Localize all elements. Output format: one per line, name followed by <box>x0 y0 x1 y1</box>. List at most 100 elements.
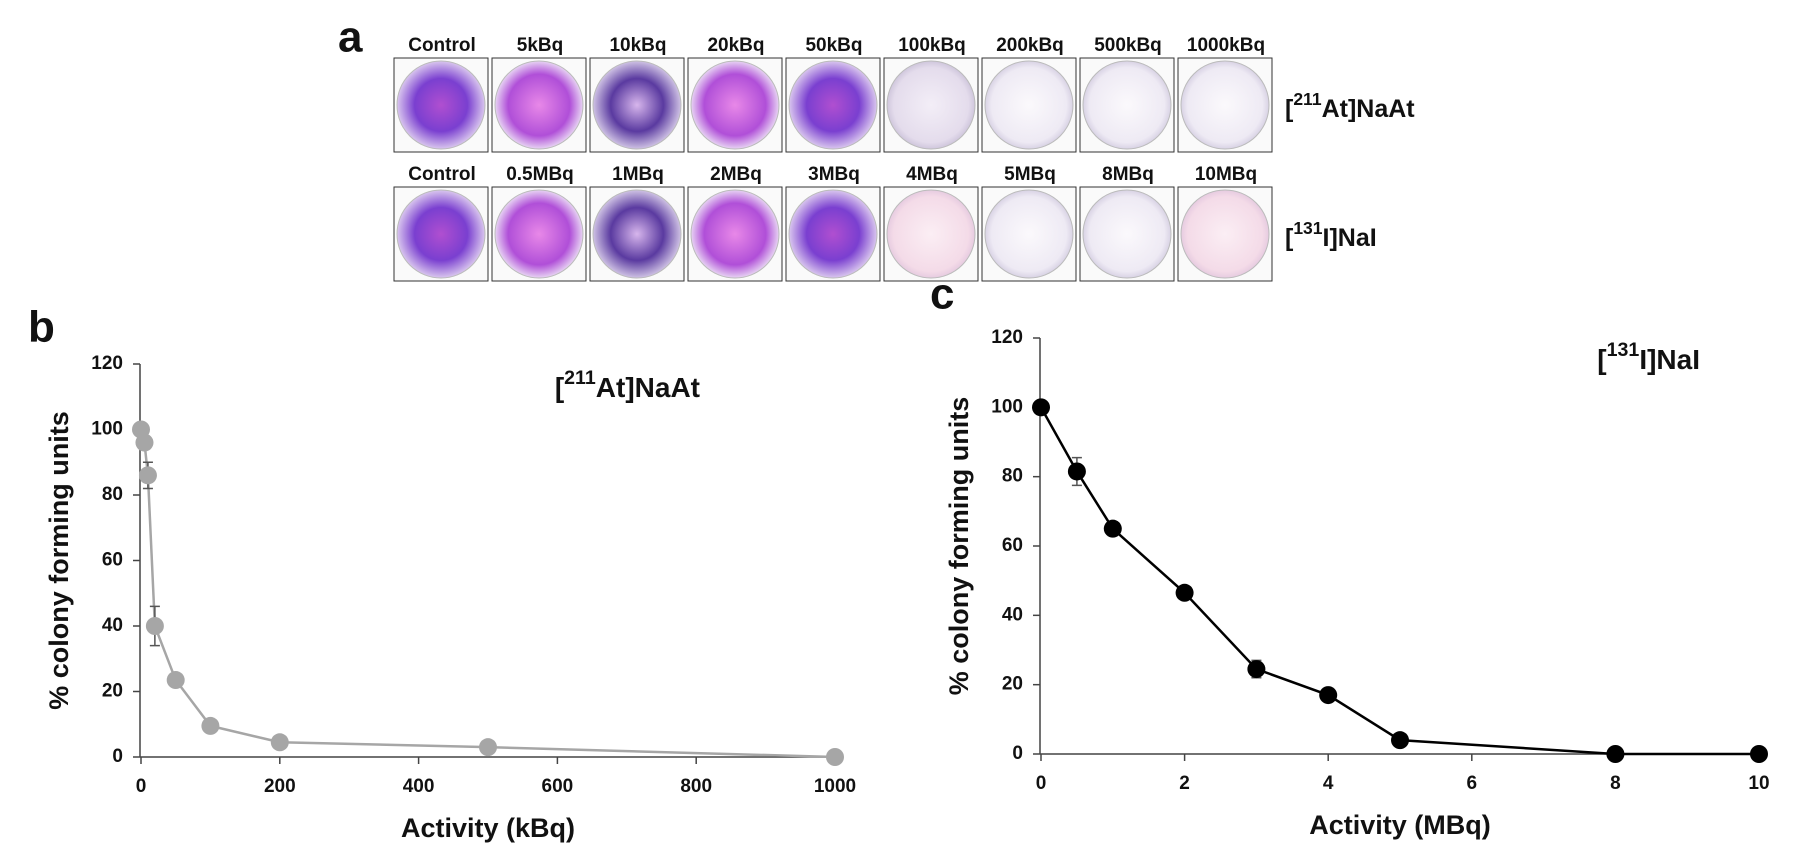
title-part: 211 <box>1293 89 1321 109</box>
data-point <box>1750 745 1768 763</box>
y-tick-label: 60 <box>1002 535 1023 556</box>
plate <box>592 189 682 279</box>
title-part: [ <box>1285 95 1294 123</box>
x-tick-label: 2 <box>1179 773 1190 794</box>
x-tick-label: 600 <box>542 776 574 797</box>
plate <box>788 60 878 150</box>
panel-label: c <box>930 270 954 319</box>
x-tick-label: 0 <box>136 776 147 797</box>
plate-label: 8MBq <box>1102 164 1154 185</box>
plate-label: 100kBq <box>898 35 966 56</box>
plate <box>494 189 584 279</box>
plate-label: 20kBq <box>707 35 764 56</box>
plate-label: 5MBq <box>1004 164 1056 185</box>
row-label: [211At]NaAt <box>1285 89 1415 123</box>
x-tick-label: 800 <box>680 776 712 797</box>
x-tick-label: 0 <box>1036 773 1047 794</box>
y-tick-label: 100 <box>991 396 1023 417</box>
x-tick-label: 200 <box>264 776 296 797</box>
x-tick-label: 6 <box>1467 773 1478 794</box>
data-point <box>479 738 497 757</box>
data-point <box>1247 660 1266 679</box>
y-tick-label: 100 <box>91 419 123 440</box>
data-point <box>1032 398 1050 417</box>
series-line <box>1039 406 1759 756</box>
plate <box>984 189 1074 279</box>
plate-label: 2MBq <box>710 164 762 185</box>
x-tick-label: 400 <box>403 776 435 797</box>
plate-label: 10MBq <box>1195 164 1257 185</box>
plate-label: 4MBq <box>906 164 958 185</box>
data-point <box>201 716 220 735</box>
title-part: 211 <box>564 367 596 389</box>
row-label: [131I]NaI <box>1285 218 1377 252</box>
plate-label: 10kBq <box>609 35 666 56</box>
title-part: [ <box>555 372 564 403</box>
plate <box>1082 189 1172 279</box>
plate <box>396 60 486 150</box>
title-part: 131 <box>1293 218 1322 238</box>
data-point <box>138 466 157 485</box>
plate-label: 0.5MBq <box>506 164 574 185</box>
plate-label: Control <box>408 35 476 56</box>
data-point <box>135 433 154 452</box>
x-tick-label: 1000 <box>814 776 856 797</box>
data-point <box>1175 583 1194 602</box>
y-tick-label: 80 <box>102 484 123 505</box>
panel-label: a <box>338 13 363 62</box>
y-tick-label: 0 <box>1012 743 1023 764</box>
plate-label: Control <box>408 164 476 185</box>
data-point <box>1319 686 1338 705</box>
plate-label: 50kBq <box>805 35 862 56</box>
title-part: [ <box>1597 344 1606 375</box>
x-tick-label: 8 <box>1610 773 1621 794</box>
y-tick-label: 20 <box>1002 674 1023 695</box>
data-point <box>1067 462 1086 481</box>
data-point <box>1103 519 1122 538</box>
title-part: I]NaI <box>1323 224 1377 252</box>
y-axis-label: % colony forming units <box>944 397 974 696</box>
plate <box>396 189 486 279</box>
y-tick-label: 40 <box>1002 604 1023 625</box>
data-point <box>270 733 289 752</box>
x-tick-label: 10 <box>1748 773 1769 794</box>
plate-label: 5kBq <box>517 35 563 56</box>
plate-label: 3MBq <box>808 164 860 185</box>
data-point <box>1391 731 1409 750</box>
x-tick-label: 4 <box>1323 773 1334 794</box>
y-tick-label: 80 <box>1002 466 1023 487</box>
plate-label: 1000kBq <box>1187 35 1265 56</box>
plate <box>886 60 976 150</box>
plate <box>1180 60 1270 150</box>
plate-label: 1MBq <box>612 164 664 185</box>
plate-label: 200kBq <box>996 35 1064 56</box>
series-line <box>139 429 836 759</box>
plate <box>1082 60 1172 150</box>
data-point <box>826 748 844 766</box>
plate <box>690 189 780 279</box>
y-tick-label: 120 <box>991 327 1023 348</box>
data-point <box>145 617 164 635</box>
plate <box>1180 189 1270 279</box>
panel-label: b <box>28 303 55 352</box>
plate <box>494 60 584 150</box>
title-part: At]NaAt <box>596 372 700 403</box>
y-tick-label: 40 <box>102 615 123 636</box>
title-part: [ <box>1285 224 1294 252</box>
x-axis-label: Activity (MBq) <box>1309 810 1491 840</box>
plate <box>984 60 1074 150</box>
plate <box>592 60 682 150</box>
y-tick-label: 0 <box>112 746 123 767</box>
title-part: At]NaAt <box>1322 95 1416 123</box>
y-tick-label: 20 <box>102 681 123 702</box>
y-axis-label: % colony forming units <box>44 411 74 710</box>
plate-label: 500kBq <box>1094 35 1162 56</box>
y-tick-label: 60 <box>102 550 123 571</box>
plate <box>886 189 976 279</box>
chart-title: [211At]NaAt <box>555 367 700 403</box>
x-axis-label: Activity (kBq) <box>401 813 575 843</box>
data-point <box>1606 745 1625 763</box>
title-part: 131 <box>1607 339 1640 361</box>
plate <box>788 189 878 279</box>
